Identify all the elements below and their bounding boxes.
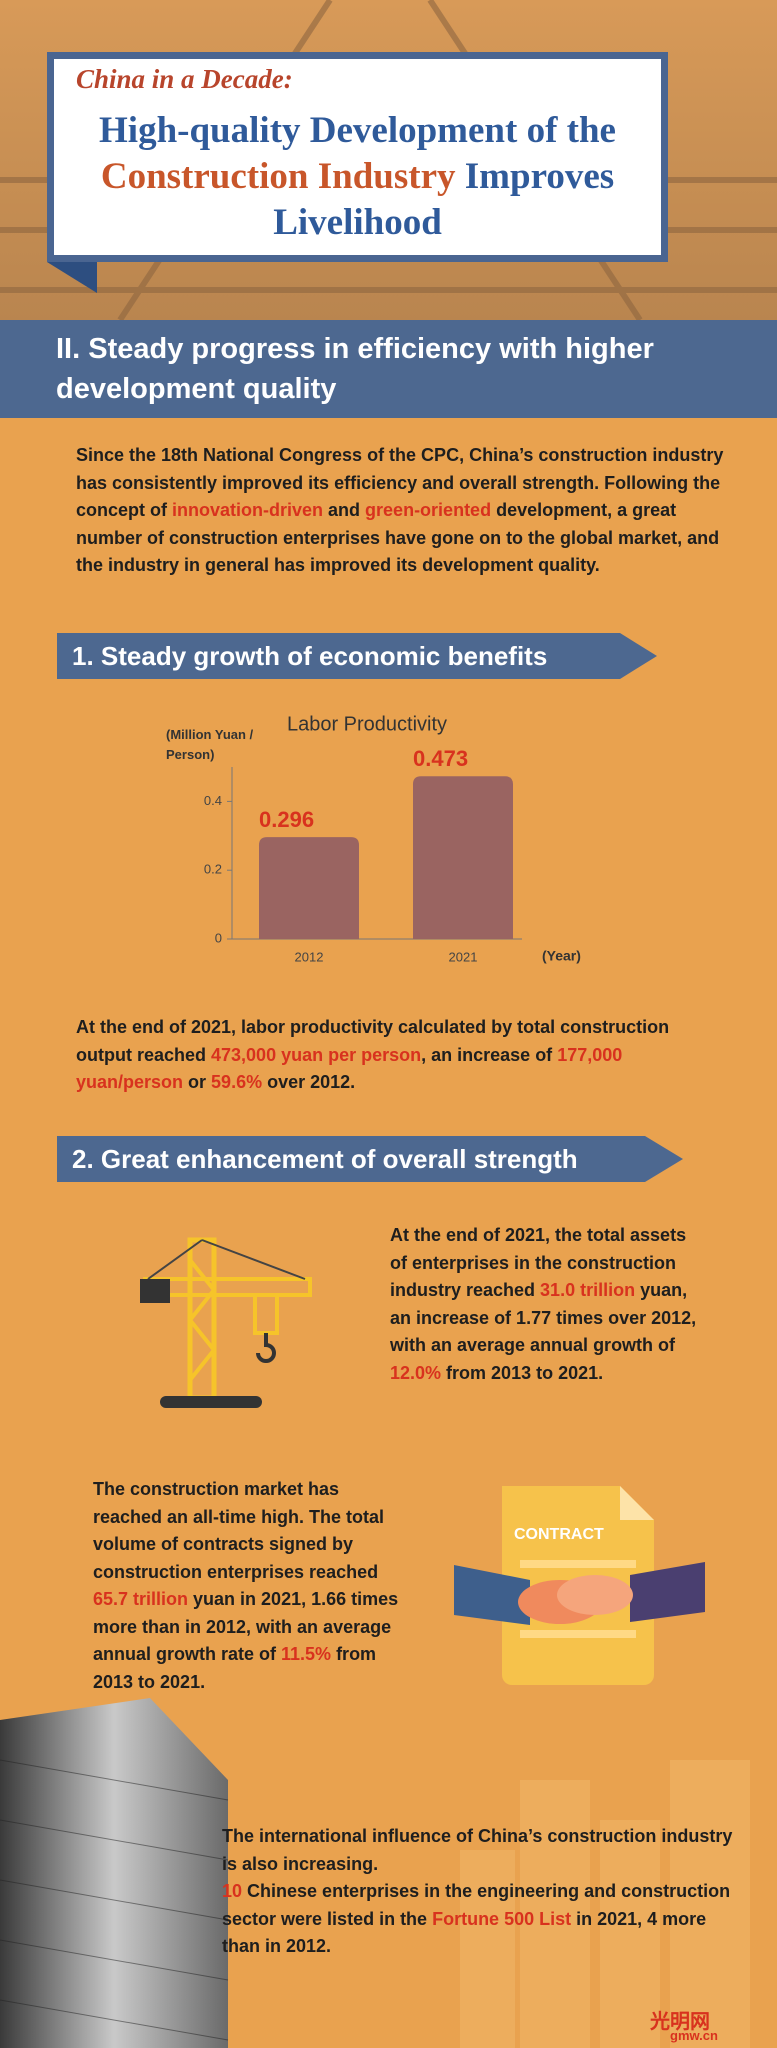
paragraph: Since the 18th National Congress of the … [76,442,726,580]
text-run: development, a great number of construct… [76,500,720,575]
text-run: yuan, an increase of 1.77 times over 201… [390,1280,697,1355]
title-box [54,59,661,255]
text-run: High-quality Development of the [99,110,616,151]
skyscraper-floors [0,1759,229,2041]
text-run: and [323,500,366,520]
x-tick-label: 2021 [449,949,478,964]
banner-shape [57,633,657,679]
title-line: Livelihood [54,200,661,246]
title-fold [47,262,97,293]
logo-url: gmw.cn [670,2028,718,2043]
section-bar [0,320,777,418]
highlight: 473,000 yuan per person [211,1044,422,1065]
highlight: 12.0% [390,1362,442,1383]
value-label: 0.473 [413,746,468,771]
bar-chart: Labor Productivity (Year) 0 0.2 0.4 2012 0.2… [204,713,581,964]
text-run: yuan in 2021, 1.66 times more than in 20… [93,1589,399,1664]
text-run: Improves [455,156,615,197]
y-axis-label: (Million Yuan / Person) [166,727,254,762]
text-run: The international influence of China’s c… [222,1826,733,1874]
text-run: from 2013 to 2021. [441,1362,604,1383]
banner-text: 1. Steady growth of economic benefits [72,641,548,671]
highlight: 65.7 trillion [93,1589,189,1609]
y-tick-label: 0.4 [204,793,222,808]
highlight: 59.6% [211,1072,263,1092]
value-label: 0.296 [259,807,314,832]
text-run: At the end of 2021, the total assets of … [390,1225,687,1300]
paragraph: At the end of 2021, labor productivity c… [76,1014,726,1097]
text-run: from 2013 to 2021. [93,1644,377,1692]
section-heading: II. Steady progress in efficiency with h… [56,333,654,405]
paragraph: 10 Chinese enterprises in the engineerin… [222,1878,742,1961]
text-run: , an increase of [421,1044,558,1065]
logo-name: 光明网 [650,2009,710,2033]
banner-text: 2. Great enhancement of overall strength [72,1144,578,1174]
x-tick-label: 2012 [295,949,324,964]
skyscraper [0,1698,228,2048]
banner-shape [57,1136,683,1182]
text-run: over 2012. [262,1072,356,1092]
title-line: Construction Industry Improves [54,154,661,200]
text-run: Chinese enterprises in the engineering a… [222,1881,731,1929]
text-run: Since the 18th National Congress of the … [76,445,724,520]
highlight: 10 [222,1881,243,1901]
crane-icon [140,1237,312,1408]
contract-icon [454,1486,705,1685]
highlight: 11.5% [281,1644,332,1664]
bar [259,837,359,939]
kicker: China in a Decade: [76,64,293,94]
highlight: innovation-driven [172,500,324,520]
y-tick-label: 0 [215,930,222,945]
title-line: High-quality Development of the [54,108,661,154]
contract-label: CONTRACT [514,1526,604,1543]
highlight: Construction Industry [100,156,456,197]
text-run: At the end of 2021, labor productivity c… [76,1017,670,1065]
bar [413,776,513,939]
highlight: 31.0 trillion [540,1280,636,1300]
paragraph: At the end of 2021, the total assets of … [390,1222,700,1387]
text-run: in 2021, 4 more than in 2012. [222,1908,707,1957]
text-run: Livelihood [273,202,442,243]
text-run: or [183,1072,212,1092]
city-silhouette [460,1760,750,2048]
highlight: 177,000 yuan/person [76,1044,623,1093]
paragraph: The construction market has reached an a… [93,1476,413,1696]
y-tick-label: 0.2 [204,862,222,877]
highlight: green-oriented [365,500,492,520]
text-run: The construction market has reached an a… [93,1479,385,1582]
chart-title: Labor Productivity [287,713,447,735]
paragraph: The international influence of China’s c… [222,1823,742,1878]
highlight: Fortune 500 List [432,1908,572,1929]
x-axis-label: (Year) [542,948,581,964]
title: High-quality Development of the Construct… [54,108,661,246]
